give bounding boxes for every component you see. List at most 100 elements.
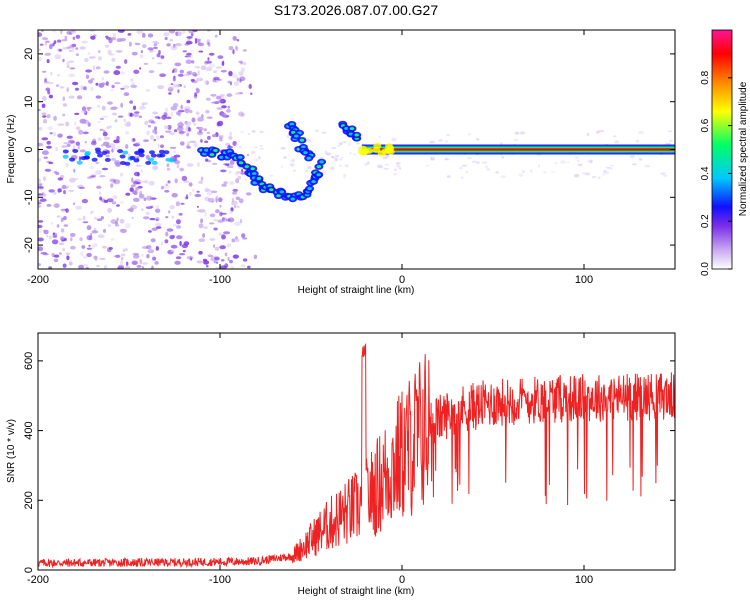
spectrogram-noise-blob <box>280 146 286 150</box>
spectrogram-noise-blob <box>178 110 185 113</box>
spectrogram-noise-blob <box>41 112 47 115</box>
spectrogram-noise-blob <box>227 105 230 109</box>
spectrogram-noise-blob <box>214 34 218 38</box>
spectrogram-noise-blob <box>391 139 397 142</box>
snr-axes: -200 -100 0 100 0 200 400 600 <box>23 333 675 586</box>
spectrogram-noise-blob <box>142 266 144 269</box>
spectrogram-noise-blob <box>254 158 259 162</box>
spectrogram-noise-blob <box>53 115 57 121</box>
spectrogram-noise-blob <box>228 46 234 51</box>
spectrogram-noise-blob <box>206 97 211 101</box>
spectrogram-noise-blob <box>343 174 346 179</box>
spectrogram-noise-blob <box>198 126 204 131</box>
spectrogram-noise-blob <box>126 121 131 127</box>
spectrogram-noise-blob <box>58 252 62 255</box>
spectrogram-noise-blob <box>149 217 156 221</box>
spectrogram-noise-blob <box>88 236 93 241</box>
spectrogram-noise-blob <box>69 177 76 183</box>
spectrogram-noise-blob <box>55 146 58 152</box>
spectrogram-noise-blob <box>343 173 347 176</box>
spectrogram-noise-blob <box>125 192 131 196</box>
spectrogram-noise-blob <box>186 141 190 146</box>
spectrogram-noise-blob <box>133 254 140 259</box>
spectrogram-noise-blob <box>602 173 606 176</box>
snr-xtick-label: 100 <box>575 574 593 586</box>
spectrogram-signal-blob <box>69 157 76 162</box>
spectrogram-noise-blob <box>155 41 160 45</box>
spectrogram-noise-blob <box>247 133 251 135</box>
spectrogram-noise-blob <box>187 38 191 42</box>
spectrogram-noise-blob <box>581 172 587 175</box>
spectrogram-noise-blob <box>112 32 117 38</box>
spectrogram-trace-core <box>204 148 209 152</box>
spectrogram-trace-core <box>250 167 255 171</box>
spectrogram-noise-blob <box>461 164 467 167</box>
spectrogram-noise-blob <box>134 42 138 45</box>
spectrogram-noise-blob <box>48 189 55 193</box>
spectrogram-noise-blob <box>203 80 207 84</box>
spectrogram-noise-blob <box>113 179 121 185</box>
spectrogram-noise-blob <box>78 186 86 189</box>
spectrogram-noise-blob <box>240 67 245 73</box>
spectrogram-noise-blob <box>429 140 436 144</box>
spectrogram-noise-blob <box>551 171 556 173</box>
spectrogram-noise-blob <box>102 245 107 249</box>
spectrogram-noise-blob <box>99 117 104 121</box>
spectrogram-noise-blob <box>212 93 216 99</box>
spectrogram-noise-blob <box>324 150 328 154</box>
spectrogram-noise-blob <box>139 67 142 70</box>
spectrogram-noise-blob <box>171 193 178 198</box>
spectrogram-noise-blob <box>109 125 112 129</box>
spectrogram-noise-blob <box>125 144 129 149</box>
spectrogram-noise-blob <box>90 35 96 40</box>
spectrogram-noise-blob <box>192 188 195 193</box>
spectrogram-noise-blob <box>235 45 238 50</box>
spectrogram-noise-blob <box>69 30 77 35</box>
spectrogram-noise-blob <box>163 184 171 190</box>
spectrogram-noise-blob <box>133 190 138 196</box>
spectrogram-noise-blob <box>57 133 63 138</box>
spectrogram-noise-blob <box>233 205 237 208</box>
colorbar-label: Normalized spectral amplitude <box>738 81 749 216</box>
spectrogram-trace-core <box>311 180 316 184</box>
spectrogram-noise-blob <box>232 254 239 259</box>
figure-title: S173.2026.087.07.00.G27 <box>274 2 438 18</box>
spectrogram-signal-blob <box>138 153 145 158</box>
spectrogram-noise-blob <box>335 155 340 157</box>
spectrogram-noise-blob <box>49 132 53 135</box>
spectrogram-noise-blob <box>191 117 196 123</box>
spectrogram-noise-blob <box>147 33 154 38</box>
spectrogram-noise-blob <box>344 164 349 168</box>
spectrogram-noise-blob <box>141 180 148 183</box>
spectrogram-noise-blob <box>219 204 222 208</box>
spectrogram-noise-blob <box>444 158 447 161</box>
spectrogram-noise-blob <box>136 265 142 268</box>
spectrogram-noise-blob <box>86 235 92 241</box>
spectrogram-noise-blob <box>58 241 64 244</box>
spectrogram-noise-blob <box>120 102 124 108</box>
spectrogram-noise-blob <box>40 182 43 187</box>
spectrogram-noise-blob <box>132 105 137 111</box>
spectrogram-noise-blob <box>62 113 66 117</box>
spectrogram-noise-blob <box>605 166 610 169</box>
spectrogram-noise-blob <box>130 78 134 82</box>
spectrogram-noise-blob <box>110 37 117 41</box>
spectrogram-noise-blob <box>89 166 94 170</box>
spectrogram-noise-blob <box>113 70 121 76</box>
spectrogram-noise-blob <box>44 77 48 82</box>
spectrogram-noise-blob <box>179 167 184 172</box>
spectrogram-noise-blob <box>194 92 198 97</box>
snr-xtick-label: 0 <box>399 574 405 586</box>
spectrogram-noise-blob <box>170 83 174 86</box>
spectrogram-noise-blob <box>173 129 178 133</box>
spectrogram-noise-blob <box>396 161 401 165</box>
spectrogram-noise-blob <box>141 253 144 258</box>
spectrogram-noise-blob <box>57 177 63 181</box>
spectrogram-noise-blob <box>46 145 52 149</box>
spectrogram-trace-core <box>319 160 324 164</box>
spectrogram-noise-blob <box>307 165 312 170</box>
spectrogram-noise-blob <box>238 60 243 64</box>
spectrogram-noise-blob <box>46 114 51 119</box>
spectrogram-noise-blob <box>143 216 150 220</box>
spectrogram-noise-blob <box>165 130 172 133</box>
